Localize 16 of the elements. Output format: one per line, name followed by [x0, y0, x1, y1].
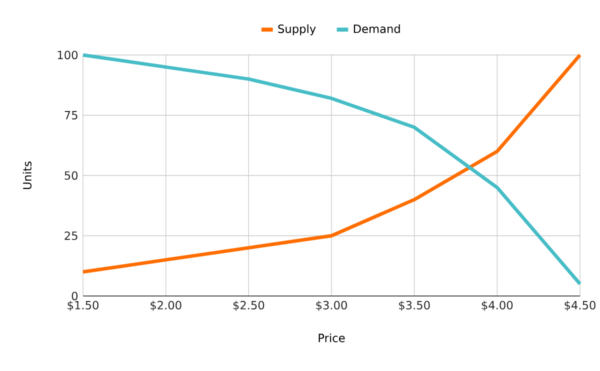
x-tick-label: $2.50: [233, 300, 264, 311]
x-tick-label: $3.00: [316, 300, 347, 311]
x-tick-label: $2.00: [150, 300, 182, 311]
y-axis-title: Units: [22, 162, 32, 189]
legend-label: Demand: [354, 24, 400, 34]
x-tick-label: $3.50: [399, 300, 430, 311]
y-tick-label: 25: [64, 231, 78, 240]
y-tick-label: 50: [64, 171, 78, 180]
y-tick-label: 0: [72, 292, 78, 300]
x-tick-label: $1.50: [68, 300, 98, 311]
x-axis-title: Price: [318, 333, 345, 342]
y-tick-label: 100: [58, 50, 78, 60]
x-tick-label: $4.50: [564, 300, 596, 311]
y-tick-label: 75: [64, 111, 78, 120]
x-tick-label: $4.00: [482, 300, 513, 311]
legend-label: Supply: [278, 24, 316, 36]
